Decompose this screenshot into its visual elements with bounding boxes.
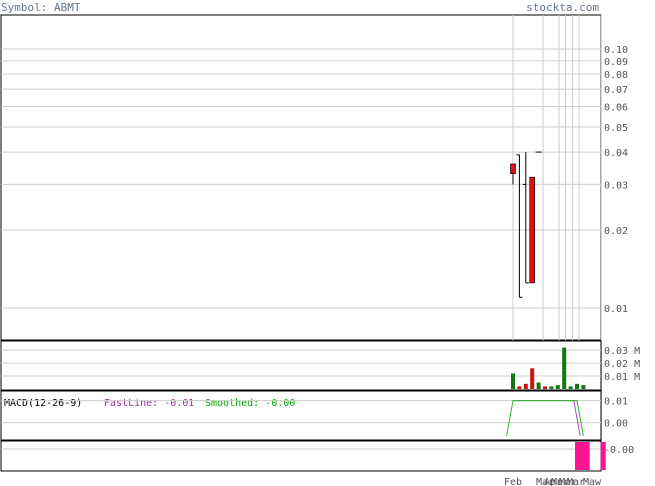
histogram-panel: -0.00 xyxy=(0,440,634,472)
histogram-bar xyxy=(600,442,606,470)
macd-smoothed-line xyxy=(506,400,584,436)
x-tick-label: Mar xyxy=(567,477,585,486)
macd-panel-frame xyxy=(0,390,602,441)
macd-grid xyxy=(1,400,601,424)
volume-bar xyxy=(575,383,579,389)
price-tick-label: 0.08 xyxy=(604,70,628,81)
x-tick-label: Mar xyxy=(551,477,569,486)
symbol-label: Symbol: ABMT xyxy=(1,1,81,14)
histogram-bars xyxy=(575,442,606,470)
x-tick-label: Feb xyxy=(504,477,522,486)
volume-bar xyxy=(555,385,560,389)
volume-grid xyxy=(1,349,601,377)
histogram-bar xyxy=(575,442,590,470)
volume-bar xyxy=(511,373,515,389)
x-tick-label: Mar xyxy=(536,477,554,486)
macd-axis-ticks: 0.01 0.00 xyxy=(604,397,628,430)
volume-axis-ticks: 0.03 M 0.02 M 0.01 M xyxy=(604,346,640,383)
volume-bar xyxy=(568,386,573,389)
volume-tick-label: 0.02 M xyxy=(604,359,640,370)
candle-body xyxy=(529,176,536,284)
volume-panel-frame xyxy=(0,340,602,391)
volume-bar xyxy=(581,385,586,389)
macd-tick-label: 0.01 xyxy=(604,397,628,408)
macd-panel: MACD(12-26-9) FastLine: -0.01 Smoothed: … xyxy=(0,390,628,441)
price-tick-label: 0.01 xyxy=(604,304,628,315)
macd-fastline-label: FastLine: -0.01 xyxy=(104,398,194,409)
price-tick-label: 0.06 xyxy=(604,102,628,113)
price-tick-label: 0.07 xyxy=(604,85,628,96)
volume-tick-label: 0.03 M xyxy=(604,346,640,357)
macd-tick-label: 0.00 xyxy=(604,419,628,430)
price-grid xyxy=(1,48,601,309)
x-tick-label: Apr xyxy=(544,477,562,486)
price-panel-frame xyxy=(0,14,602,341)
volume-panel: 0.03 M 0.02 M 0.01 M xyxy=(0,340,640,391)
volume-bar xyxy=(562,347,567,389)
volume-bar xyxy=(549,386,554,389)
price-tick-label: 0.04 xyxy=(604,148,628,159)
histogram-tick-label: -0.00 xyxy=(604,445,634,456)
price-tick-label: 0.09 xyxy=(604,57,628,68)
volume-bar xyxy=(543,386,547,389)
x-tick-label: Maw xyxy=(583,477,602,486)
price-tick-label: 0.05 xyxy=(604,123,628,134)
macd-smoothed-label: Smoothed: -0.00 xyxy=(205,398,295,409)
volume-tick-label: 0.01 M xyxy=(604,372,640,383)
histogram-panel-frame xyxy=(0,440,602,472)
candle-body xyxy=(510,163,516,175)
macd-title: MACD(12-26-9) xyxy=(4,398,82,409)
volume-bar xyxy=(517,386,522,389)
price-tick-label: 0.03 xyxy=(604,180,628,191)
macd-lines xyxy=(506,400,584,436)
histogram-axis-ticks: -0.00 xyxy=(604,445,634,456)
price-tick-label: 0.02 xyxy=(604,226,628,237)
volume-bar xyxy=(536,382,541,389)
volume-bar xyxy=(530,368,535,389)
candles xyxy=(510,151,542,298)
x-tick-label: Mar xyxy=(559,477,577,486)
volume-bars xyxy=(511,347,586,389)
site-label: stockta.com xyxy=(526,1,599,14)
price-axis-ticks: 0.100.09 0.08 0.07 0.06 0.05 0.04 0.03 0.02 0.01 xyxy=(604,45,628,315)
price-panel: 0.100.09 0.08 0.07 0.06 0.05 0.04 0.03 0.02 0.01 xyxy=(0,14,628,471)
volume-bar xyxy=(523,383,528,389)
price-tick-label: 0.10 xyxy=(604,45,628,56)
